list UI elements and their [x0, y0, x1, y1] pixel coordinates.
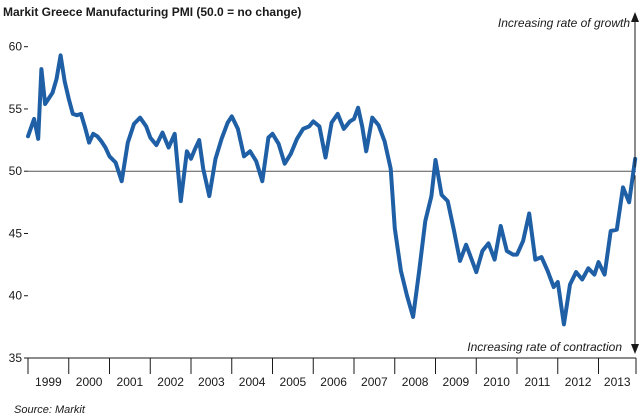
y-tick-label: 40 — [9, 289, 23, 303]
series-group — [26, 53, 638, 327]
x-tick-label: 2013 — [604, 375, 631, 389]
pmi-series-line — [26, 53, 638, 327]
note-growth: Increasing rate of growth — [498, 16, 630, 30]
x-tick-label: 2003 — [198, 375, 225, 389]
x-tick-label: 1999 — [35, 375, 62, 389]
note-contraction: Increasing rate of contraction — [467, 340, 622, 354]
growth-arrow-head — [631, 12, 639, 22]
arrow-group — [631, 12, 639, 354]
y-tick-label: 45 — [9, 226, 23, 240]
x-tick-label: 2005 — [280, 375, 307, 389]
x-tick-label: 2001 — [117, 375, 144, 389]
x-tick-label: 2002 — [157, 375, 184, 389]
chart-title: Markit Greece Manufacturing PMI (50.0 = … — [3, 5, 301, 19]
y-tick-label: 35 — [9, 351, 23, 365]
y-tick-label: 60 — [9, 40, 23, 54]
x-tick-label: 2004 — [239, 375, 266, 389]
x-tick-label: 2011 — [524, 375, 550, 389]
x-tick-label: 2000 — [76, 375, 103, 389]
x-tick-label: 2010 — [483, 375, 510, 389]
y-tick-label: 55 — [9, 102, 23, 116]
x-tick-label: 2009 — [443, 375, 470, 389]
x-tick-label: 2012 — [565, 375, 592, 389]
x-tick-label: 2008 — [402, 375, 429, 389]
x-tick-label: 2006 — [320, 375, 347, 389]
source-note: Source: Markit — [14, 404, 86, 416]
x-tick-label: 2007 — [361, 375, 388, 389]
contraction-arrow-head — [631, 344, 639, 354]
y-tick-label: 50 — [9, 164, 23, 178]
axes-group: 35 40 45 50 55 60 1999 2000 2001 2002 2003 2004 2005… — [9, 40, 637, 389]
